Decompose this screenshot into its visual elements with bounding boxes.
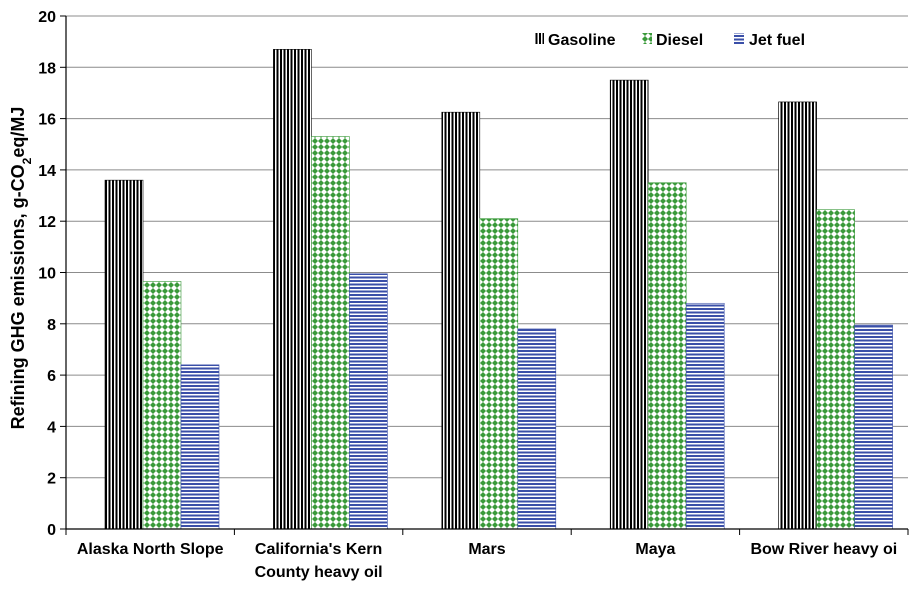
y-tick-label: 10 xyxy=(38,266,56,283)
x-tick-label: Bow River heavy oi xyxy=(750,541,897,558)
x-tick-label: Mars xyxy=(468,541,505,558)
y-tick-label: 18 xyxy=(38,60,56,77)
y-tick-label: 2 xyxy=(47,471,56,488)
x-tick-label: Alaska North Slope xyxy=(77,541,224,558)
bar-diesel xyxy=(816,209,855,530)
bar-diesel xyxy=(142,281,182,530)
legend-swatch-gasoline xyxy=(534,33,544,44)
y-tick-label: 4 xyxy=(47,419,56,436)
tick-labels: 0 2 4 6 8 10 12 14 16 18 20 Alaska North Slope Calif… xyxy=(38,9,897,581)
bar-diesel xyxy=(311,136,350,530)
y-tick-label: 12 xyxy=(38,214,56,231)
x-tick-label: California's Kern County heavy oil xyxy=(255,541,383,581)
legend-swatch-jet-fuel xyxy=(734,33,744,44)
y-tick-label: 8 xyxy=(47,317,56,334)
y-tick-label: 16 xyxy=(38,112,56,129)
bar-jet-fuel xyxy=(349,273,388,530)
legend-label: Gasoline xyxy=(548,32,616,49)
legend-label: Jet fuel xyxy=(749,32,805,49)
legend-label: Diesel xyxy=(656,32,703,49)
bar-jet-fuel xyxy=(180,364,220,530)
bars xyxy=(104,49,893,530)
legend: Gasoline Diesel Jet fuel xyxy=(534,32,805,49)
bar-gasoline xyxy=(273,49,312,530)
bar-jet-fuel xyxy=(517,328,557,530)
bar-jet-fuel xyxy=(854,324,893,530)
axes xyxy=(60,15,909,535)
bar-gasoline xyxy=(778,101,817,530)
y-axis-label: Refining GHG emissions, g-CO2eq/MJ xyxy=(8,107,34,430)
y-tick-label: 14 xyxy=(38,163,56,180)
bar-gasoline xyxy=(104,179,144,530)
x-tick-label: Maya xyxy=(635,541,675,558)
y-tick-label: 0 xyxy=(47,522,56,539)
bar-gasoline xyxy=(609,79,649,530)
y-tick-label: 6 xyxy=(47,368,56,385)
y-tick-label: 20 xyxy=(38,9,56,26)
bar-diesel xyxy=(647,182,687,530)
bar-jet-fuel xyxy=(685,302,725,530)
bar-diesel xyxy=(479,218,519,530)
bar-gasoline xyxy=(441,111,481,530)
legend-swatch-diesel xyxy=(642,33,652,44)
